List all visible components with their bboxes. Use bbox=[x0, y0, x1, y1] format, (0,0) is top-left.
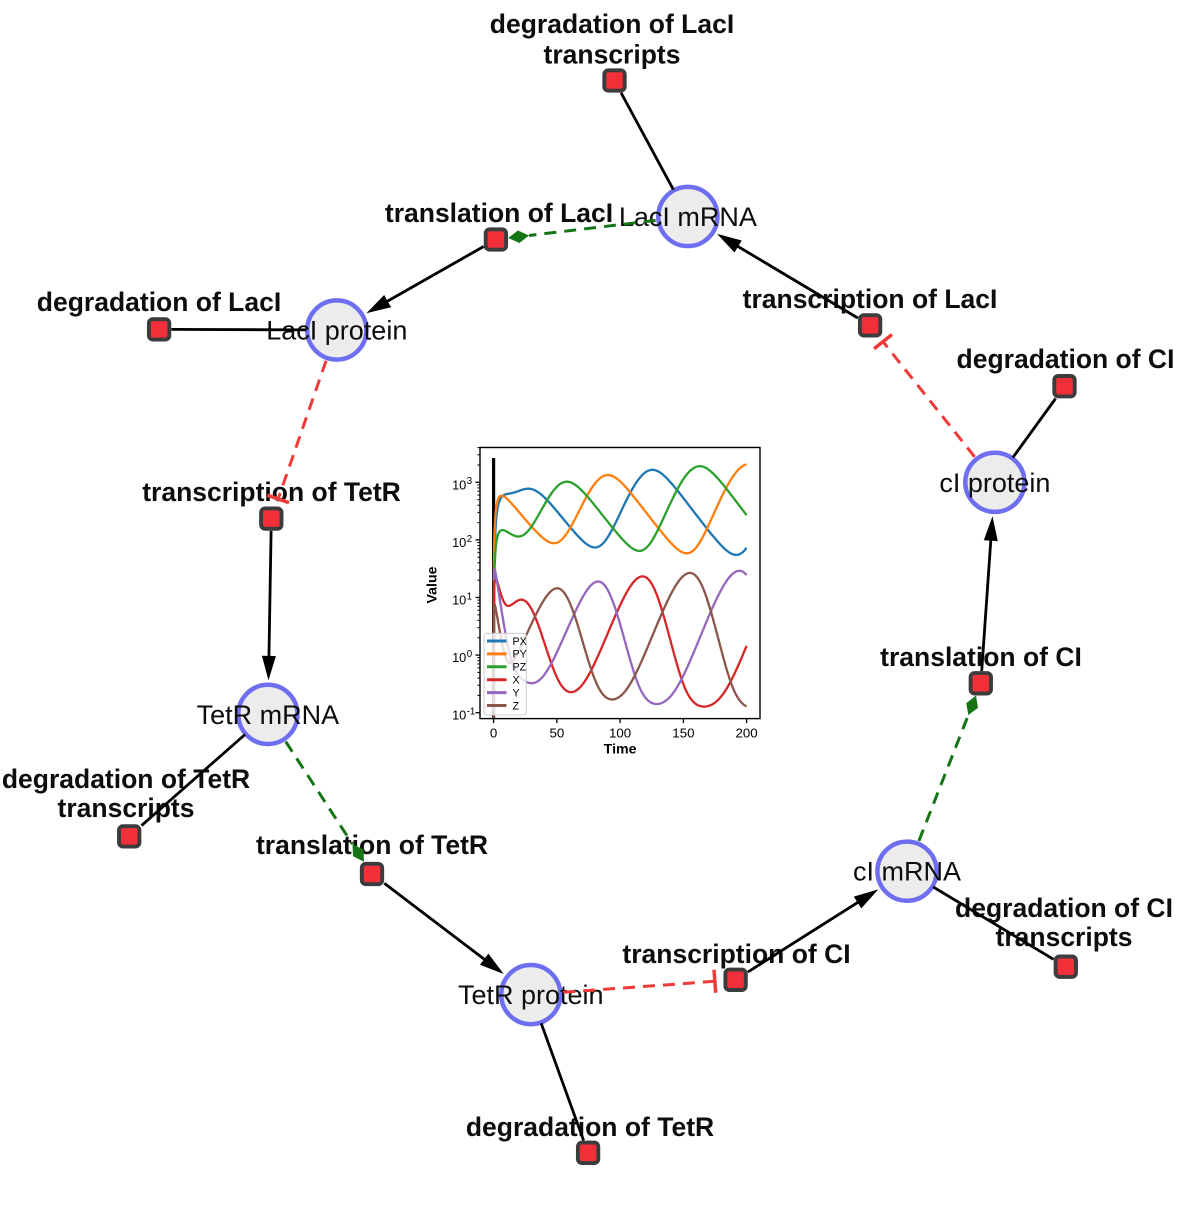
svg-text:LacI mRNA: LacI mRNA bbox=[619, 202, 757, 232]
svg-text:10: 10 bbox=[452, 650, 466, 665]
svg-text:translation of LacI: translation of LacI bbox=[385, 198, 613, 228]
svg-text:3: 3 bbox=[467, 476, 472, 487]
svg-text:PY: PY bbox=[513, 649, 527, 661]
svg-text:0: 0 bbox=[490, 726, 497, 741]
svg-text:TetR mRNA: TetR mRNA bbox=[197, 700, 340, 730]
svg-text:10: 10 bbox=[452, 593, 466, 608]
svg-text:X: X bbox=[513, 675, 520, 687]
svg-text:degradation of TetR: degradation of TetR bbox=[2, 764, 250, 794]
svg-text:10: 10 bbox=[452, 708, 466, 723]
svg-text:transcripts: transcripts bbox=[544, 40, 681, 70]
svg-text:transcription of LacI: transcription of LacI bbox=[743, 284, 998, 314]
svg-text:PX: PX bbox=[513, 636, 527, 648]
svg-text:2: 2 bbox=[467, 534, 472, 545]
svg-text:1: 1 bbox=[467, 591, 472, 602]
svg-text:-1: -1 bbox=[467, 707, 476, 718]
svg-text:cI protein: cI protein bbox=[939, 468, 1050, 498]
svg-text:cI mRNA: cI mRNA bbox=[853, 857, 961, 887]
svg-text:translation of TetR: translation of TetR bbox=[256, 830, 488, 860]
svg-text:200: 200 bbox=[736, 726, 758, 741]
svg-text:degradation of LacI: degradation of LacI bbox=[37, 287, 281, 317]
svg-text:Time: Time bbox=[604, 741, 637, 757]
svg-text:degradation of TetR: degradation of TetR bbox=[466, 1112, 714, 1142]
svg-text:transcription of CI: transcription of CI bbox=[622, 939, 850, 969]
svg-text:Y: Y bbox=[513, 687, 520, 699]
svg-text:100: 100 bbox=[609, 726, 631, 741]
svg-text:transcription of TetR: transcription of TetR bbox=[142, 477, 401, 507]
svg-text:Value: Value bbox=[425, 566, 441, 603]
svg-text:10: 10 bbox=[452, 477, 466, 492]
svg-text:PZ: PZ bbox=[513, 662, 527, 674]
svg-text:10: 10 bbox=[452, 535, 466, 550]
svg-text:degradation of CI: degradation of CI bbox=[957, 344, 1175, 374]
svg-text:Z: Z bbox=[513, 700, 520, 712]
svg-text:0: 0 bbox=[467, 649, 473, 660]
svg-text:150: 150 bbox=[672, 726, 694, 741]
svg-text:TetR protein: TetR protein bbox=[458, 980, 604, 1010]
svg-text:50: 50 bbox=[550, 726, 565, 741]
svg-text:degradation of LacI: degradation of LacI bbox=[490, 9, 734, 39]
svg-text:degradation of CI: degradation of CI bbox=[955, 893, 1173, 923]
